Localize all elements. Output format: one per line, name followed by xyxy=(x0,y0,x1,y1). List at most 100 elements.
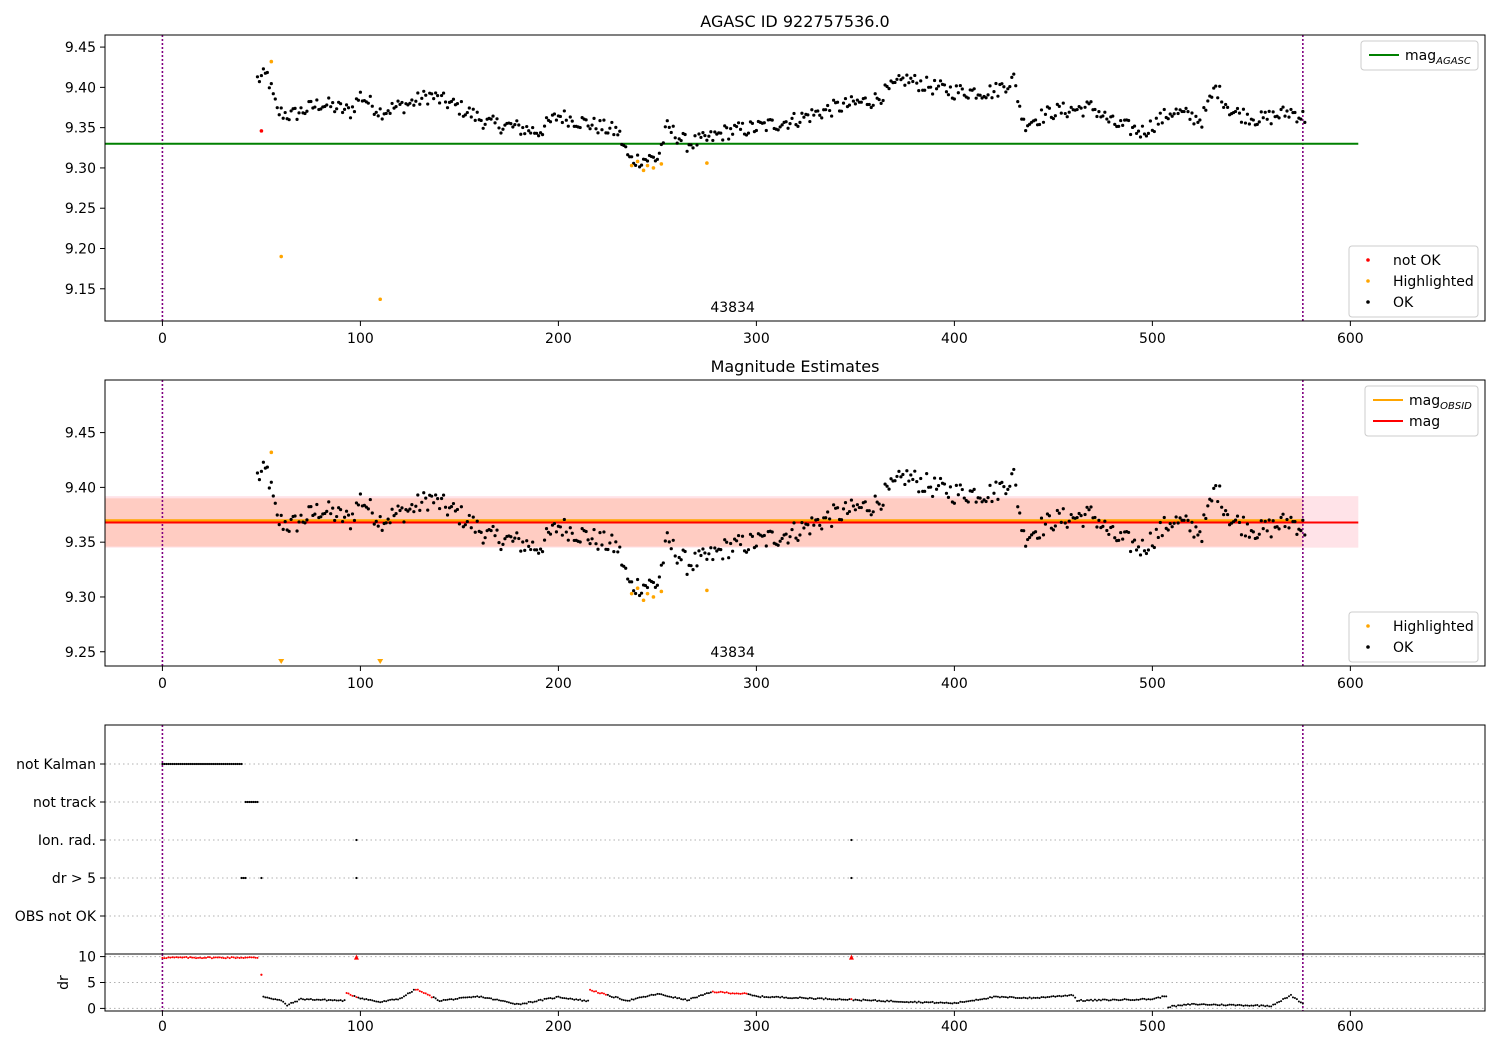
dr-flag-marker xyxy=(848,954,854,960)
dr-point xyxy=(652,993,655,996)
flag-point xyxy=(187,762,190,766)
dr-point xyxy=(981,998,984,1001)
dr-point-flagged xyxy=(204,956,207,959)
data-point-ok xyxy=(744,550,749,554)
dr-point xyxy=(454,998,457,1001)
data-point-ok xyxy=(695,143,699,147)
data-point-ok xyxy=(1113,536,1117,540)
data-point-ok xyxy=(1279,107,1283,112)
data-point-ok xyxy=(1083,105,1087,109)
data-point-ok xyxy=(386,109,390,113)
dr-point xyxy=(268,997,271,1000)
dr-point-flagged xyxy=(420,990,423,993)
data-point-ok xyxy=(1257,120,1261,124)
data-point-ok xyxy=(1178,516,1182,520)
data-point-ok xyxy=(1063,521,1067,525)
dr-point-flagged xyxy=(212,956,215,959)
dr-point xyxy=(559,996,562,999)
dr-point xyxy=(1133,999,1136,1002)
dr-point xyxy=(375,1000,378,1003)
data-point-ok xyxy=(843,96,848,101)
dr-point xyxy=(499,999,502,1002)
data-point-ok xyxy=(679,558,683,562)
dr-point xyxy=(870,999,873,1002)
data-point-ok xyxy=(1055,102,1059,106)
dr-point xyxy=(880,1000,883,1003)
flag-point xyxy=(246,800,249,804)
dr-point xyxy=(359,997,362,1000)
dr-point xyxy=(1139,998,1142,1001)
data-point-ok xyxy=(610,533,614,537)
flag-point xyxy=(196,762,200,766)
dr-point xyxy=(309,997,312,1000)
chart-title: Magnitude Estimates xyxy=(711,357,880,376)
data-point-ok xyxy=(1257,532,1261,536)
data-point-ok xyxy=(457,112,462,116)
dr-point xyxy=(1276,1001,1279,1004)
flag-point xyxy=(252,800,255,804)
data-point-ok xyxy=(869,105,873,110)
data-point-ok xyxy=(1212,86,1216,90)
dr-point xyxy=(458,996,461,999)
dr-point xyxy=(377,1000,380,1003)
dr-point xyxy=(953,1001,956,1004)
data-point-ok xyxy=(386,517,390,521)
dr-point xyxy=(535,1000,538,1003)
dr-point xyxy=(361,997,364,1000)
data-point-ok xyxy=(372,522,376,526)
dr-point xyxy=(644,995,647,998)
dr-point xyxy=(987,997,990,1000)
y-tick-label: 9.30 xyxy=(65,161,96,177)
data-point-ok xyxy=(705,557,709,561)
data-point-ok xyxy=(424,93,428,97)
dr-point xyxy=(1289,993,1292,996)
data-point-ok xyxy=(994,81,998,86)
data-point-ok xyxy=(731,549,735,553)
data-point-ok xyxy=(544,526,549,531)
data-point-ok xyxy=(509,535,513,539)
data-point-ok xyxy=(531,125,535,130)
data-point-ok xyxy=(315,98,319,102)
data-point-ok xyxy=(489,528,493,533)
dr-point xyxy=(905,1001,908,1004)
data-point-ok xyxy=(558,114,562,119)
dr-point xyxy=(779,996,782,999)
data-point-ok xyxy=(1162,515,1166,520)
data-point-ok xyxy=(1004,90,1008,94)
dr-point xyxy=(1183,1003,1186,1006)
data-point-ok xyxy=(889,477,893,481)
data-point-ok xyxy=(293,106,297,111)
dr-point xyxy=(846,998,849,1001)
data-point-ok xyxy=(358,90,363,94)
data-point-ok xyxy=(432,501,436,505)
data-point-ok xyxy=(1200,539,1204,544)
data-point-ok xyxy=(552,112,557,116)
data-point-ok xyxy=(459,505,463,509)
data-point-ok xyxy=(388,111,392,115)
dr-point xyxy=(1004,996,1007,999)
data-point-ok xyxy=(408,507,412,511)
data-point-ok xyxy=(592,527,596,532)
data-point-ok xyxy=(1212,486,1216,490)
dr-point xyxy=(694,996,697,999)
data-point-ok xyxy=(903,482,907,487)
data-point-ok xyxy=(1226,105,1230,109)
data-point-ok xyxy=(309,99,313,104)
dr-point xyxy=(579,998,582,1001)
data-point-ok xyxy=(734,539,739,543)
dr-point xyxy=(897,1000,900,1003)
data-point-ok xyxy=(489,117,493,121)
data-point-ok xyxy=(1057,511,1061,515)
dr-point xyxy=(498,999,501,1002)
data-point-ok xyxy=(778,539,782,543)
dr-point xyxy=(680,998,683,1001)
dr-point xyxy=(608,995,611,998)
dr-point xyxy=(822,998,825,1001)
flag-point xyxy=(250,800,253,804)
dr-point-flagged xyxy=(430,996,433,999)
data-point-ok xyxy=(632,161,636,165)
data-point-ok xyxy=(907,81,911,85)
dr-point xyxy=(1149,998,1152,1001)
data-point-ok xyxy=(713,130,717,134)
dr-point xyxy=(892,1000,895,1003)
